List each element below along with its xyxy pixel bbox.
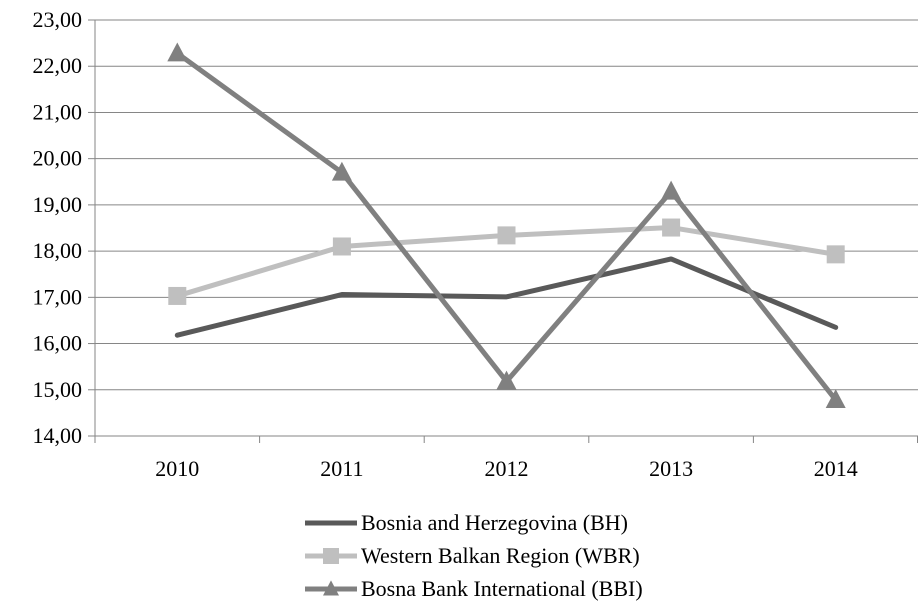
x-tick-label: 2014 xyxy=(814,456,858,481)
y-tick-label: 19,00 xyxy=(33,192,83,217)
triangle-marker xyxy=(496,370,517,390)
triangle-marker xyxy=(331,161,352,181)
y-axis-tick-labels: 14,00 15,00 16,00 17,00 18,00 19,00 20,00 21,00… xyxy=(33,7,83,448)
series-0 xyxy=(174,256,839,338)
legend-item: Bosnia and Herzegovina (BH) xyxy=(305,510,628,535)
gridlines xyxy=(95,19,918,391)
y-tick-label: 18,00 xyxy=(33,238,83,263)
square-marker xyxy=(332,237,351,256)
x-tick-label: 2011 xyxy=(320,456,363,481)
y-tick-label: 23,00 xyxy=(33,7,83,32)
square-marker xyxy=(826,245,845,264)
y-tick-label: 22,00 xyxy=(33,53,83,78)
legend-label: Western Balkan Region (WBR) xyxy=(361,543,640,568)
series-1 xyxy=(168,218,845,305)
legend: Bosnia and Herzegovina (BH) Western Balka… xyxy=(305,510,643,601)
triangle-marker xyxy=(167,42,188,62)
square-marker xyxy=(168,286,187,305)
y-tick-label: 15,00 xyxy=(33,377,83,402)
data-series xyxy=(167,42,846,409)
x-tick-label: 2013 xyxy=(649,456,693,481)
triangle-marker xyxy=(661,180,682,200)
series-2 xyxy=(167,42,846,409)
legend-item: Western Balkan Region (WBR) xyxy=(305,543,640,568)
axes xyxy=(88,19,918,443)
legend-item: Bosna Bank International (BBI) xyxy=(305,576,643,601)
x-tick-label: 2012 xyxy=(485,456,529,481)
y-tick-label: 21,00 xyxy=(33,99,83,124)
x-axis-tick-labels: 2010 2011 2012 2013 2014 xyxy=(155,456,857,481)
series-line xyxy=(174,256,839,338)
square-marker xyxy=(323,548,339,564)
x-tick-label: 2010 xyxy=(155,456,199,481)
square-marker xyxy=(662,218,681,237)
legend-label: Bosnia and Herzegovina (BH) xyxy=(361,510,628,535)
legend-label: Bosna Bank International (BBI) xyxy=(361,576,643,601)
square-marker xyxy=(497,226,516,245)
triangle-marker xyxy=(323,580,339,596)
y-tick-label: 17,00 xyxy=(33,284,83,309)
y-tick-label: 16,00 xyxy=(33,331,83,356)
y-tick-label: 20,00 xyxy=(33,146,83,171)
y-tick-label: 14,00 xyxy=(33,423,83,448)
triangle-marker xyxy=(825,389,846,409)
